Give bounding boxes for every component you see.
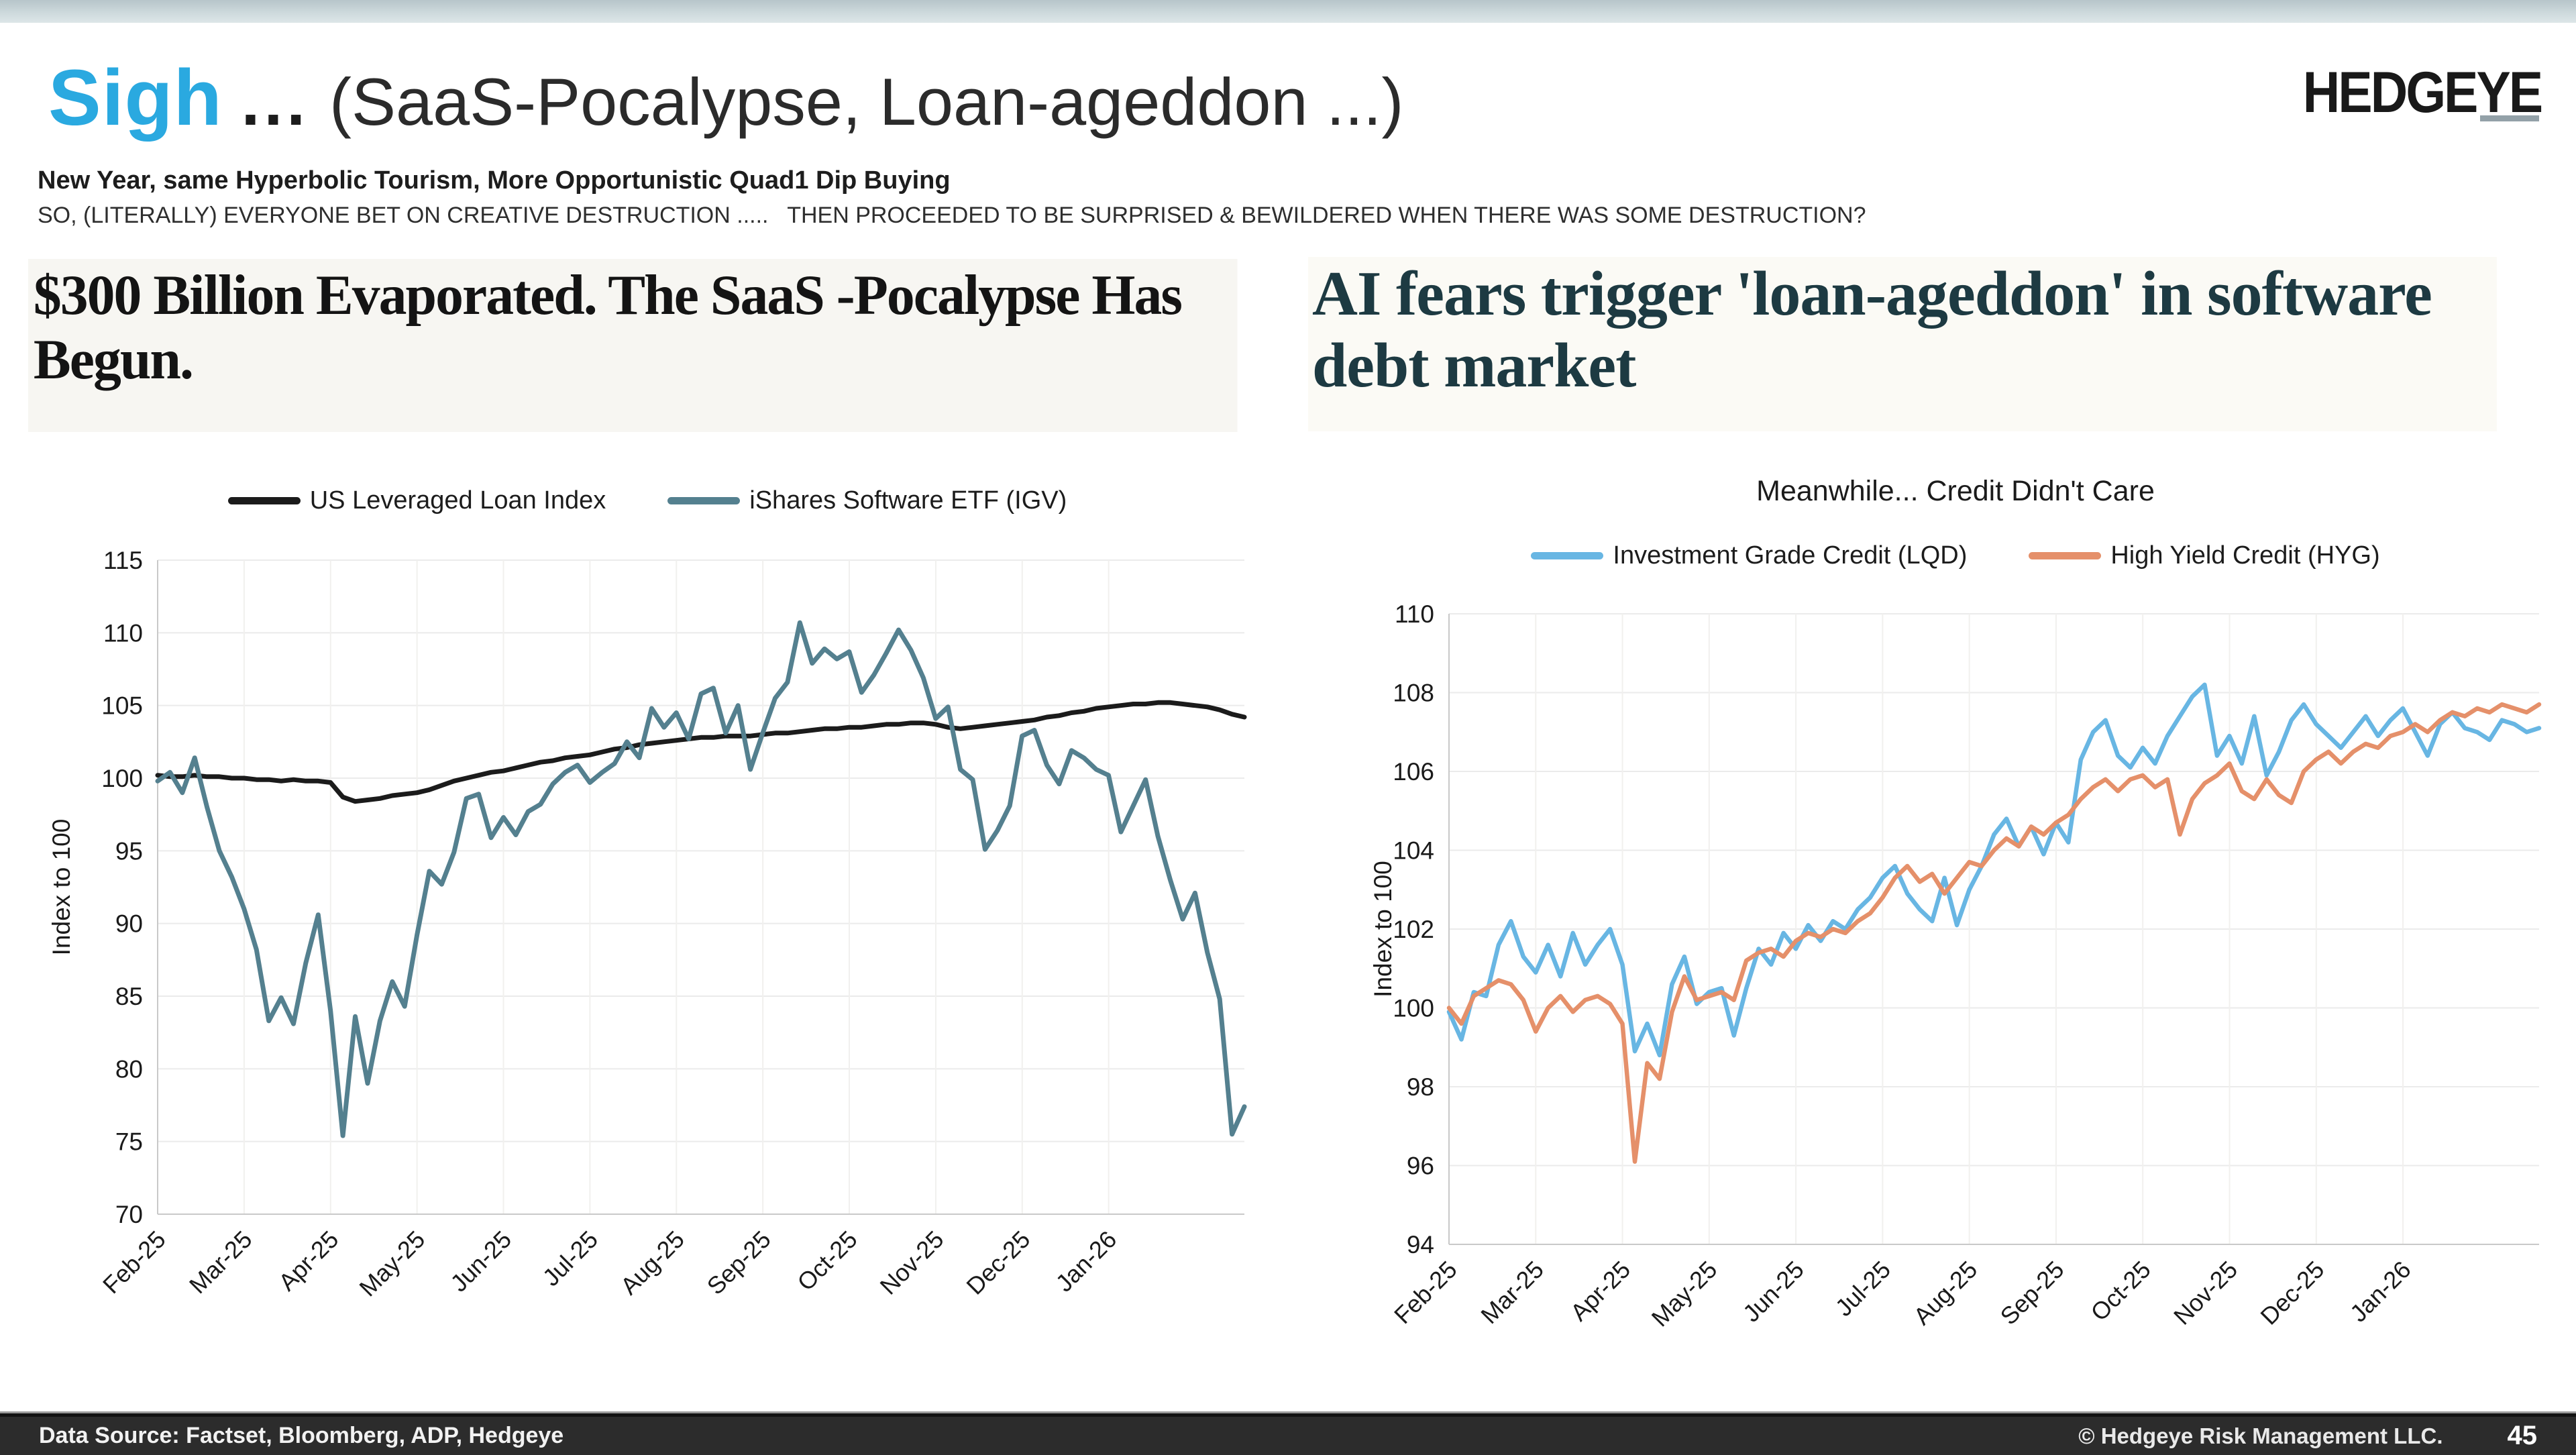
- left-chart-legend: US Leveraged Loan Index iShares Software …: [40, 479, 1254, 522]
- svg-text:Jul-25: Jul-25: [1830, 1256, 1896, 1322]
- logo-underline: [2480, 115, 2539, 121]
- svg-text:Dec-25: Dec-25: [961, 1226, 1035, 1300]
- svg-text:Sep-25: Sep-25: [702, 1226, 776, 1300]
- news-headline-loan-ageddon: AI fears trigger 'loan-ageddon' in softw…: [1308, 257, 2497, 431]
- svg-text:75: 75: [115, 1128, 143, 1156]
- title-accent: Sigh: [48, 54, 223, 142]
- legend-line-swatch: [667, 496, 741, 504]
- svg-text:Oct-25: Oct-25: [2085, 1256, 2155, 1326]
- legend-line-swatch: [227, 496, 301, 504]
- legend-line-swatch: [1531, 551, 1604, 559]
- svg-text:Jun-25: Jun-25: [1737, 1256, 1809, 1328]
- svg-text:Apr-25: Apr-25: [1565, 1256, 1635, 1326]
- footer-right: © Hedgeye Risk Management LLC. 45: [2078, 1421, 2537, 1451]
- svg-text:95: 95: [115, 837, 143, 865]
- svg-text:Oct-25: Oct-25: [792, 1226, 862, 1296]
- svg-text:Jan-26: Jan-26: [1050, 1226, 1122, 1297]
- legend-item: iShares Software ETF (IGV): [667, 486, 1067, 515]
- svg-text:105: 105: [101, 692, 143, 720]
- svg-text:Dec-25: Dec-25: [2255, 1256, 2329, 1330]
- left-chart-plot: 70 75 80 85 90 95 100 105 110 115 Feb-25 Mar-25 Apr-…: [48, 547, 1247, 1302]
- svg-text:Jul-25: Jul-25: [537, 1226, 603, 1291]
- subtitle-line-2: SO, (LITERALLY) EVERYONE BET ON CREATIVE…: [38, 203, 1866, 228]
- subtitle-line-1: New Year, same Hyperbolic Tourism, More …: [38, 166, 951, 195]
- legend-label: Investment Grade Credit (LQD): [1613, 541, 1968, 570]
- svg-text:Sep-25: Sep-25: [1995, 1256, 2070, 1330]
- svg-text:Nov-25: Nov-25: [2168, 1256, 2243, 1330]
- svg-text:94: 94: [1407, 1231, 1434, 1258]
- copyright-text: © Hedgeye Risk Management LLC.: [2078, 1423, 2443, 1448]
- svg-text:Mar-25: Mar-25: [1475, 1256, 1549, 1330]
- top-strip: [0, 0, 2576, 23]
- svg-text:80: 80: [115, 1055, 143, 1083]
- svg-text:Mar-25: Mar-25: [184, 1226, 258, 1299]
- svg-text:Nov-25: Nov-25: [875, 1226, 949, 1300]
- svg-text:110: 110: [1395, 600, 1434, 628]
- svg-text:Jun-25: Jun-25: [445, 1226, 517, 1297]
- svg-text:70: 70: [115, 1201, 143, 1228]
- svg-text:110: 110: [103, 619, 143, 647]
- legend-label: US Leveraged Loan Index: [309, 486, 606, 515]
- svg-text:90: 90: [115, 910, 143, 938]
- svg-text:100: 100: [101, 765, 143, 792]
- svg-text:Aug-25: Aug-25: [1908, 1256, 1982, 1330]
- svg-text:May-25: May-25: [354, 1226, 430, 1302]
- svg-text:Index to 100: Index to 100: [48, 819, 75, 956]
- legend-label: High Yield Credit (HYG): [2110, 541, 2380, 570]
- svg-text:Feb-25: Feb-25: [97, 1226, 171, 1299]
- svg-text:Jan-26: Jan-26: [2345, 1256, 2416, 1328]
- svg-text:Feb-25: Feb-25: [1389, 1256, 1462, 1330]
- svg-text:85: 85: [115, 983, 143, 1010]
- right-chart-title: Meanwhile... Credit Didn't Care: [1756, 475, 2155, 507]
- title-dots: ...: [241, 64, 310, 140]
- title-subtext: (SaaS-Pocalypse, Loan-ageddon ...): [329, 64, 1404, 139]
- page-number: 45: [2507, 1421, 2538, 1450]
- svg-text:May-25: May-25: [1646, 1256, 1723, 1332]
- left-chart: US Leveraged Loan Index iShares Software …: [40, 470, 1254, 1372]
- legend-label: iShares Software ETF (IGV): [749, 486, 1067, 515]
- svg-text:104: 104: [1393, 837, 1434, 865]
- data-source-text: Data Source: Factset, Bloomberg, ADP, He…: [39, 1423, 564, 1448]
- page-title: Sigh ... (SaaS-Pocalypse, Loan-ageddon .…: [48, 52, 1404, 144]
- svg-text:106: 106: [1393, 758, 1434, 786]
- svg-text:Apr-25: Apr-25: [273, 1226, 343, 1296]
- svg-text:100: 100: [1393, 995, 1434, 1022]
- svg-text:96: 96: [1407, 1152, 1434, 1180]
- svg-text:108: 108: [1393, 680, 1434, 707]
- svg-text:Aug-25: Aug-25: [615, 1226, 690, 1300]
- right-chart: Meanwhile... Credit Didn't Care Investme…: [1362, 470, 2549, 1372]
- legend-item: Investment Grade Credit (LQD): [1531, 541, 1967, 570]
- svg-text:115: 115: [103, 547, 143, 574]
- svg-text:102: 102: [1393, 916, 1434, 943]
- hedgeye-logo: HEDGEYE: [2302, 60, 2543, 125]
- news-headline-saas-pocalypse: $300 Billion Evaporated. The SaaS -Pocal…: [28, 259, 1238, 432]
- right-chart-legend: Investment Grade Credit (LQD) High Yield …: [1362, 534, 2549, 577]
- right-chart-plot: 94 96 98 100 102 104 106 108 110 Feb-25 Mar-25 Apr-…: [1369, 600, 2542, 1332]
- legend-item: High Yield Credit (HYG): [2029, 541, 2380, 570]
- legend-line-swatch: [2029, 551, 2102, 559]
- svg-text:98: 98: [1407, 1073, 1434, 1101]
- legend-item: US Leveraged Loan Index: [227, 486, 606, 515]
- footer-bar: Data Source: Factset, Bloomberg, ADP, He…: [0, 1413, 2576, 1455]
- svg-text:Index to 100: Index to 100: [1369, 861, 1397, 998]
